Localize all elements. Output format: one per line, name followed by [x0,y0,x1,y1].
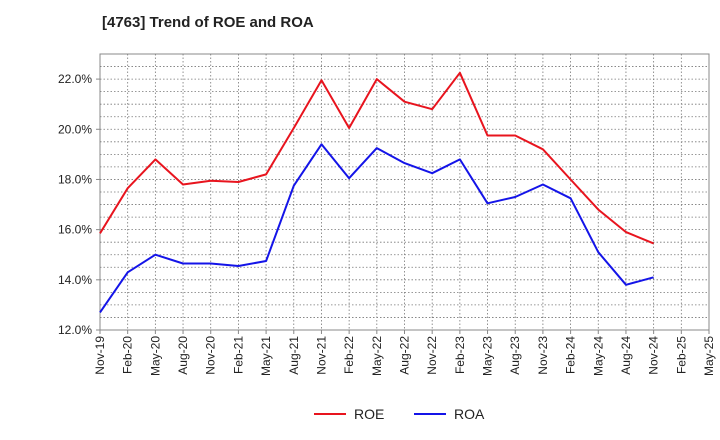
x-tick-label: Aug-21 [287,336,301,375]
x-tick-label: Aug-23 [508,336,522,375]
x-tick-label: May-25 [702,336,716,376]
x-tick-label: Nov-24 [647,336,661,375]
y-tick-label: 12.0% [58,323,92,337]
x-tick-label: Feb-21 [231,336,245,374]
x-tick-label: Feb-20 [121,336,135,374]
y-tick-label: 16.0% [58,223,92,237]
legend-label-roe: ROE [354,406,384,422]
y-tick-label: 14.0% [58,273,92,287]
x-tick-label: Nov-23 [536,336,550,375]
x-tick-label: May-20 [148,336,162,376]
x-tick-label: May-21 [259,336,273,376]
y-tick-label: 22.0% [58,72,92,86]
x-tick-label: Aug-22 [398,336,412,375]
x-tick-label: Nov-21 [314,336,328,375]
x-tick-label: Feb-24 [564,336,578,374]
x-tick-label: May-23 [481,336,495,376]
chart-title: [4763] Trend of ROE and ROA [102,14,314,31]
x-tick-label: Feb-25 [674,336,688,374]
y-tick-label: 20.0% [58,122,92,136]
x-tick-label: Feb-23 [453,336,467,374]
x-tick-label: Nov-22 [425,336,439,375]
x-tick-label: Aug-24 [619,336,633,375]
legend-label-roa: ROA [454,406,485,422]
x-tick-label: Nov-20 [204,336,218,375]
x-tick-label: May-22 [370,336,384,376]
y-tick-label: 18.0% [58,172,92,186]
x-tick-label: Nov-19 [93,336,107,375]
x-tick-label: May-24 [591,336,605,376]
series-line-roa [99,143,654,313]
x-tick-label: Aug-20 [176,336,190,375]
x-tick-label: Feb-22 [342,336,356,374]
series-line-roe [99,71,654,245]
